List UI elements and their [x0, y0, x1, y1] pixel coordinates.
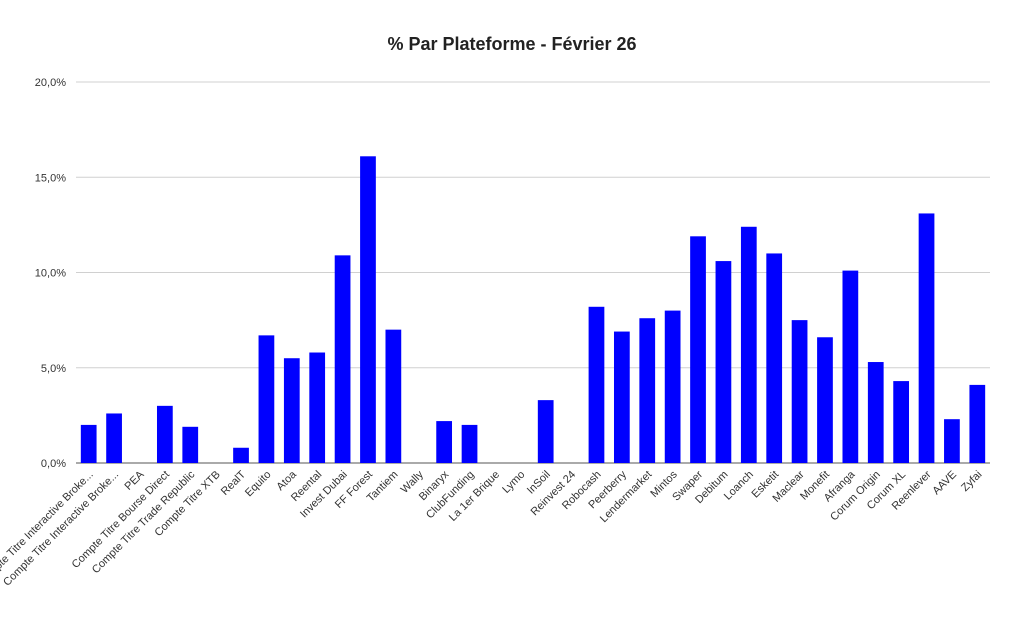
bar	[334, 255, 351, 463]
bar	[613, 331, 630, 463]
y-axis-ticks: 0,0% 5,0% 10,0% 15,0% 20,0%	[35, 77, 66, 470]
bar	[106, 413, 122, 463]
bar	[690, 236, 706, 463]
bar	[360, 156, 376, 464]
x-tick-label: Zyfai	[959, 469, 984, 494]
x-axis-ticks: Compte Titre Interactive Broke...Compte …	[0, 468, 984, 589]
bar	[664, 310, 681, 463]
y-tick-label: 20,0%	[35, 77, 66, 89]
bar	[436, 421, 453, 463]
x-tick-label: Equito	[243, 469, 274, 500]
bar	[918, 213, 935, 463]
bar	[944, 419, 960, 463]
bar	[842, 270, 859, 463]
y-tick-label: 10,0%	[35, 268, 66, 280]
bar	[639, 318, 656, 463]
bar	[258, 335, 275, 463]
x-tick-label: Lymo	[500, 469, 527, 496]
bar	[233, 447, 249, 463]
bar	[969, 384, 986, 463]
bar	[791, 320, 808, 463]
bar	[740, 226, 757, 463]
y-tick-label: 15,0%	[35, 172, 66, 184]
bar	[156, 405, 173, 463]
bar	[80, 424, 97, 463]
chart-title: % Par Plateforme - Février 26	[387, 34, 636, 54]
y-tick-label: 5,0%	[41, 363, 66, 375]
bar	[537, 400, 554, 463]
bar	[867, 362, 884, 463]
bar	[461, 424, 478, 463]
bars	[80, 156, 986, 464]
bar	[715, 261, 732, 463]
x-tick-label: RealT	[219, 468, 248, 497]
bar	[893, 381, 910, 463]
x-tick-label: AAVE	[930, 469, 959, 498]
bar	[182, 426, 199, 463]
bar	[588, 306, 605, 463]
y-tick-label: 0,0%	[41, 458, 66, 470]
bar	[283, 358, 300, 463]
bar	[817, 337, 833, 463]
bar	[766, 253, 783, 463]
grid-lines	[76, 81, 990, 464]
bar	[309, 352, 326, 463]
bar	[385, 329, 402, 463]
